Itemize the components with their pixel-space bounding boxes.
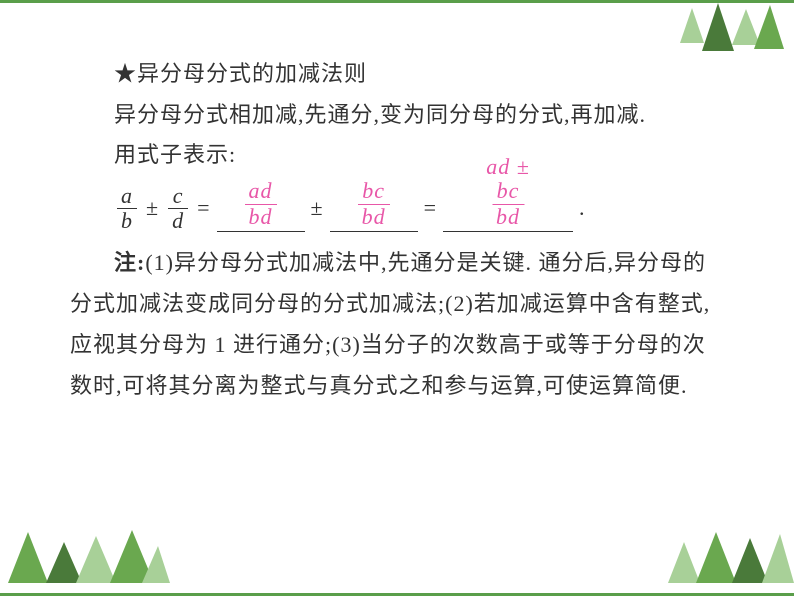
formula: a b ± c d = ad bd ± bc bd [114,184,724,233]
fraction-a-b: a b [117,184,137,233]
answer-2: bc bd [358,179,390,228]
title-line: ★异分母分式的加减法则 [70,54,724,95]
fraction-c-d: c d [168,184,188,233]
blank-1: ad bd [217,186,305,232]
plus-minus-1: ± [146,188,159,229]
note-paragraph: 注:(1)异分母分式加减法中,先通分是关键. 通分后,异分母的分式加减法变成同分… [70,243,724,406]
note-body: (1)异分母分式加减法中,先通分是关键. 通分后,异分母的分式加减法变成同分母的… [70,250,710,397]
plus-minus-2: ± [311,188,324,229]
answer-1: ad bd [245,179,277,228]
answer-3: ad ± bc bd [479,155,538,229]
blank-3: ad ± bc bd [443,186,573,232]
trees-bottom-left [0,528,170,593]
formula-label: 用式子表示: [70,135,724,176]
equals-1: = [197,188,210,229]
content-area: ★异分母分式的加减法则 异分母分式相加减,先通分,变为同分母的分式,再加减. 用… [70,54,724,406]
formula-period: . [579,188,586,229]
equals-2: = [424,188,437,229]
blank-2: bc bd [330,186,418,232]
paragraph-1: 异分母分式相加减,先通分,变为同分母的分式,再加减. [70,95,724,136]
note-label: 注: [114,250,145,275]
trees-top-right [674,3,784,60]
trees-bottom-right [664,528,794,593]
